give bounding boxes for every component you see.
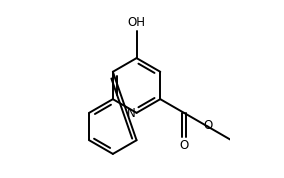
Text: O: O	[179, 139, 189, 152]
Text: O: O	[204, 119, 213, 132]
Text: OH: OH	[128, 16, 146, 29]
Text: N: N	[126, 107, 135, 120]
